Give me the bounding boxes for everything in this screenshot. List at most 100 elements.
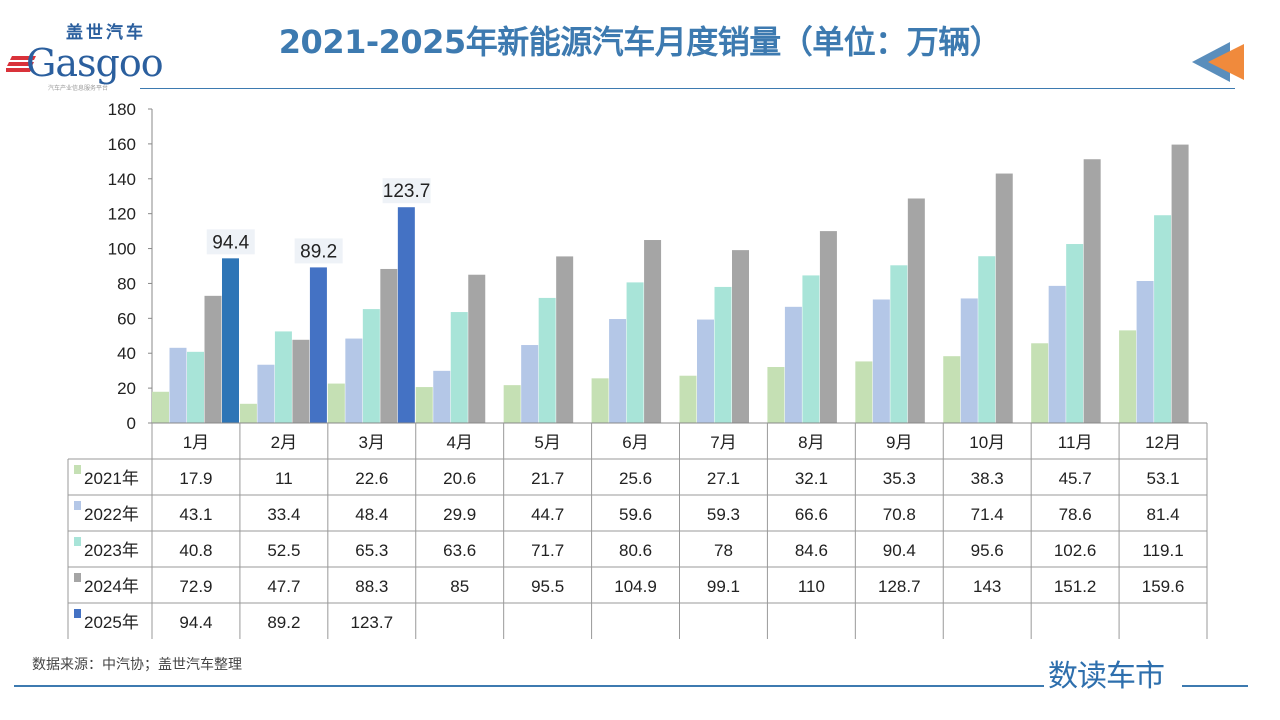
- table-cell: 63.6: [443, 541, 476, 560]
- bar-2025年-2月: [309, 267, 327, 423]
- legend-swatch-2024年: [74, 573, 81, 582]
- table-cell: 66.6: [795, 505, 828, 524]
- bar-2021年-5月: [503, 385, 521, 423]
- footer-rule: [14, 685, 1044, 687]
- table-cell: 90.4: [883, 541, 916, 560]
- table-cell: 95.6: [971, 541, 1004, 560]
- bar-2021年-3月: [327, 383, 345, 423]
- bar-2022年-7月: [697, 319, 714, 423]
- header-rule: [140, 88, 1235, 89]
- table-cell: 143: [973, 577, 1001, 596]
- logo-cn-text: 盖世汽车: [66, 23, 146, 43]
- bar-2021年-6月: [591, 378, 609, 423]
- bar-2023年-11月: [1066, 244, 1084, 423]
- data-label: 94.4: [212, 232, 249, 253]
- x-tick-label: 5月: [534, 433, 560, 452]
- x-tick-label: 8月: [798, 433, 824, 452]
- chart-title: 2021-2025年新能源汽车月度销量（单位：万辆）: [278, 23, 1002, 61]
- table-cell: 35.3: [883, 469, 916, 488]
- table-cell: 110: [798, 577, 825, 596]
- y-tick-label: 100: [108, 240, 136, 259]
- x-tick-label: 12月: [1145, 433, 1181, 452]
- bar-2023年-9月: [890, 265, 908, 423]
- bar-2024年-4月: [468, 274, 486, 423]
- legend-label: 2024年: [84, 577, 139, 596]
- bar-2023年-4月: [450, 312, 468, 423]
- y-tick-label: 120: [108, 205, 136, 224]
- y-tick-label: 60: [117, 309, 136, 328]
- table-cell: 123.7: [351, 613, 394, 632]
- table-cell: 43.1: [179, 505, 212, 524]
- y-tick-label: 180: [108, 100, 136, 119]
- table-cell: 11: [275, 469, 293, 488]
- source-note: 数据来源：中汽协；盖世汽车整理: [32, 657, 242, 673]
- table-cell: 85: [450, 577, 469, 596]
- bar-2022年-1月: [169, 347, 187, 423]
- bar-2024年-8月: [819, 231, 837, 423]
- bar-2023年-7月: [714, 286, 732, 423]
- table-cell: 32.1: [795, 469, 828, 488]
- y-tick-label: 0: [127, 414, 136, 433]
- table-cell: 52.5: [267, 541, 300, 560]
- table-cell: 95.5: [531, 577, 564, 596]
- bar-2021年-11月: [1031, 343, 1049, 423]
- bar-2024年-10月: [995, 173, 1013, 423]
- table-cell: 88.3: [355, 577, 388, 596]
- bar-2023年-2月: [274, 331, 292, 423]
- data-label-bg: [206, 229, 255, 255]
- table-cell: 47.7: [267, 577, 300, 596]
- logo-subtitle: 汽车产业信息服务平台: [48, 86, 109, 92]
- x-tick-label: 1月: [183, 433, 209, 452]
- bar-2024年-1月: [204, 295, 222, 423]
- bar-2022年-4月: [433, 370, 451, 423]
- table-cell: 48.4: [355, 505, 388, 524]
- table-cell: 78.6: [1059, 505, 1092, 524]
- bar-2022年-12月: [1136, 281, 1154, 423]
- bar-2024年-5月: [556, 256, 574, 423]
- y-tick-label: 80: [117, 274, 136, 293]
- logo-stripes-icon: [6, 56, 36, 72]
- legend-label: 2025年: [84, 613, 139, 632]
- bar-2023年-5月: [538, 297, 556, 423]
- table-cell: 72.9: [179, 577, 212, 596]
- table-cell: 38.3: [971, 469, 1004, 488]
- table-cell: 128.7: [878, 577, 921, 596]
- table-cell: 59.3: [707, 505, 740, 524]
- table-cell: 40.8: [179, 541, 212, 560]
- logo-en-text: Gasgoo: [26, 41, 164, 85]
- table-cell: 99.1: [707, 577, 740, 596]
- table-cell: 21.7: [531, 469, 564, 488]
- x-tick-label: 7月: [710, 433, 736, 452]
- table-cell: 27.1: [707, 469, 740, 488]
- bar-2022年-10月: [960, 298, 978, 423]
- bar-2022年-3月: [345, 338, 363, 423]
- bar-2025年-3月: [397, 207, 415, 423]
- back-arrow-icon: [1192, 42, 1244, 82]
- table-cell: 20.6: [443, 469, 476, 488]
- bar-2023年-8月: [802, 275, 820, 423]
- table-cell: 71.7: [531, 541, 564, 560]
- table-cell: 89.2: [267, 613, 300, 632]
- table-cell: 17.9: [179, 469, 212, 488]
- table-cell: 94.4: [179, 613, 212, 632]
- y-tick-label: 140: [108, 170, 136, 189]
- bar-2021年-12月: [1119, 330, 1137, 423]
- bar-2024年-2月: [292, 339, 310, 423]
- table-cell: 80.6: [619, 541, 652, 560]
- bar-2023年-12月: [1154, 215, 1172, 423]
- legend-label: 2023年: [84, 541, 139, 560]
- legend-label: 2022年: [84, 505, 139, 524]
- legend-swatch-2022年: [74, 501, 81, 510]
- bar-2022年-6月: [609, 319, 627, 423]
- y-tick-label: 20: [117, 379, 136, 398]
- bar-2021年-7月: [679, 375, 697, 423]
- data-label: 123.7: [383, 181, 431, 202]
- legend-swatch-2021年: [74, 465, 81, 474]
- bar-2021年-8月: [767, 367, 785, 423]
- bar-2023年-6月: [626, 282, 644, 423]
- legend-swatch-2025年: [74, 609, 81, 618]
- bar-2022年-8月: [784, 306, 802, 423]
- x-tick-label: 6月: [622, 433, 648, 452]
- table-cell: 84.6: [795, 541, 828, 560]
